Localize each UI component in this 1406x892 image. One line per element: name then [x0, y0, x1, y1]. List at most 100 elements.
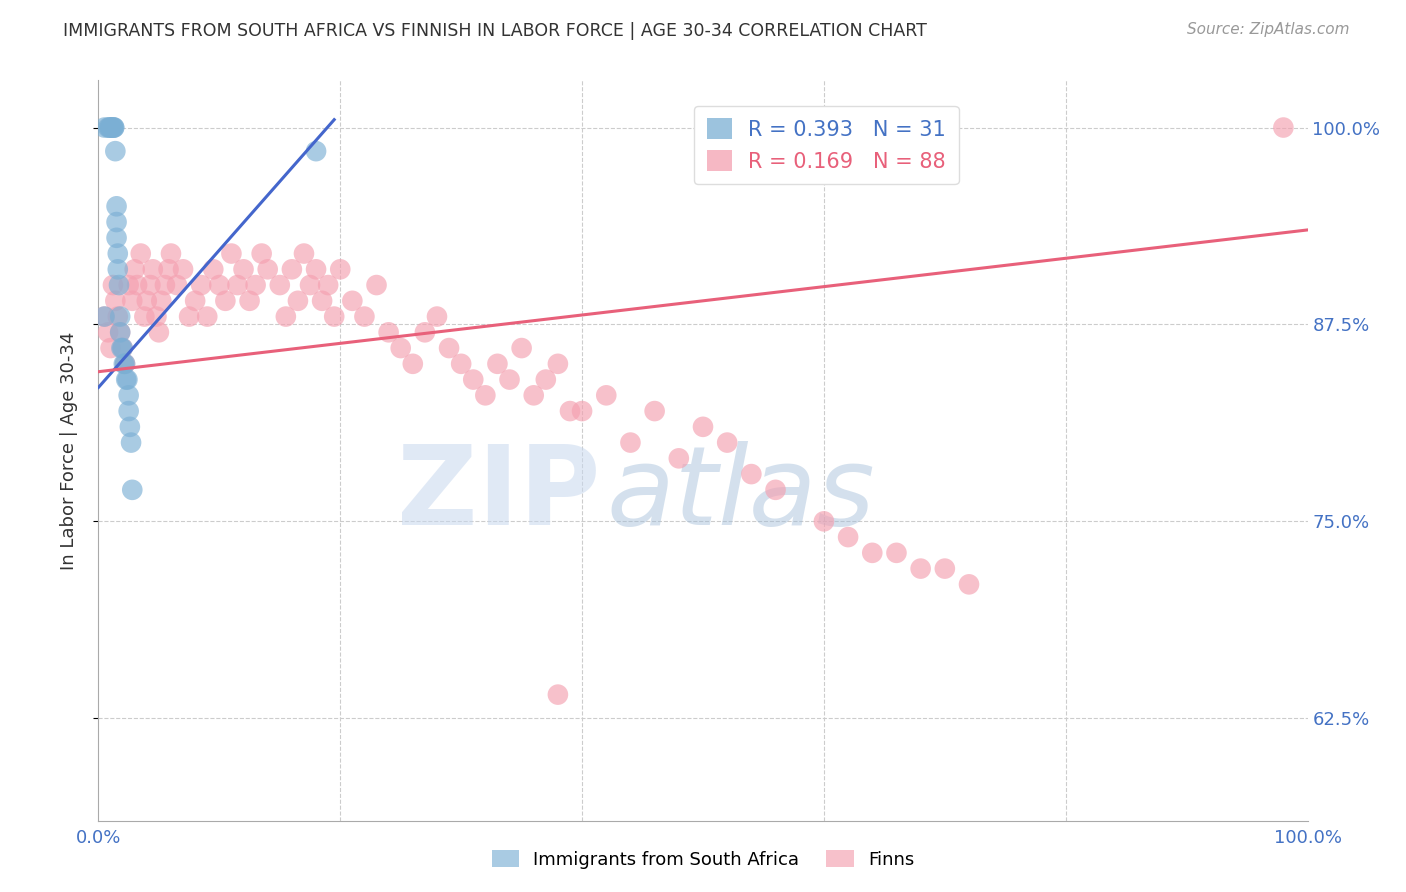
Point: [299, 278, 322, 293]
Point: [121, 293, 143, 308]
Point: [118, 278, 141, 293]
Point: [108, 326, 131, 340]
Point: [644, 404, 666, 418]
Point: [184, 293, 207, 308]
Point: [287, 293, 309, 308]
Point: [103, 120, 125, 135]
Point: [208, 278, 231, 293]
Point: [765, 483, 787, 497]
Point: [107, 246, 129, 260]
Point: [107, 262, 129, 277]
Point: [108, 326, 131, 340]
Point: [571, 404, 593, 418]
Point: [226, 278, 249, 293]
Point: [232, 262, 254, 277]
Point: [179, 310, 201, 324]
Point: [934, 561, 956, 575]
Point: [157, 262, 180, 277]
Point: [153, 278, 176, 293]
Point: [148, 326, 170, 340]
Point: [108, 278, 131, 293]
Legend: Immigrants from South Africa, Finns: Immigrants from South Africa, Finns: [485, 843, 921, 876]
Point: [202, 262, 225, 277]
Point: [127, 278, 149, 293]
Point: [97, 326, 120, 340]
Point: [111, 341, 134, 355]
Point: [426, 310, 449, 324]
Point: [377, 326, 399, 340]
Point: [97, 120, 120, 135]
Point: [93, 310, 115, 324]
Point: [668, 451, 690, 466]
Point: [250, 246, 273, 260]
Point: [595, 388, 617, 402]
Point: [534, 373, 557, 387]
Point: [100, 120, 122, 135]
Point: [281, 262, 304, 277]
Text: Source: ZipAtlas.com: Source: ZipAtlas.com: [1187, 22, 1350, 37]
Point: [118, 404, 141, 418]
Point: [195, 310, 218, 324]
Point: [305, 144, 328, 158]
Point: [353, 310, 375, 324]
Point: [101, 120, 124, 135]
Point: [134, 310, 156, 324]
Point: [135, 293, 157, 308]
Point: [103, 120, 125, 135]
Point: [120, 435, 142, 450]
Point: [110, 341, 132, 355]
Point: [105, 199, 128, 213]
Point: [463, 373, 485, 387]
Text: IMMIGRANTS FROM SOUTH AFRICA VS FINNISH IN LABOR FORCE | AGE 30-34 CORRELATION C: IMMIGRANTS FROM SOUTH AFRICA VS FINNISH …: [63, 22, 927, 40]
Point: [114, 357, 136, 371]
Point: [166, 278, 188, 293]
Point: [450, 357, 472, 371]
Point: [108, 310, 131, 324]
Point: [107, 310, 129, 324]
Point: [105, 215, 128, 229]
Point: [523, 388, 546, 402]
Point: [145, 310, 167, 324]
Point: [214, 293, 236, 308]
Point: [239, 293, 262, 308]
Legend: R = 0.393   N = 31, R = 0.169   N = 88: R = 0.393 N = 31, R = 0.169 N = 88: [695, 105, 959, 185]
Point: [886, 546, 908, 560]
Point: [860, 546, 883, 560]
Point: [486, 357, 509, 371]
Text: ZIP: ZIP: [396, 442, 600, 549]
Point: [118, 388, 141, 402]
Point: [323, 310, 346, 324]
Point: [274, 310, 297, 324]
Point: [316, 278, 339, 293]
Point: [245, 278, 267, 293]
Point: [547, 688, 569, 702]
Point: [269, 278, 291, 293]
Point: [93, 310, 115, 324]
Point: [498, 373, 520, 387]
Point: [402, 357, 425, 371]
Point: [547, 357, 569, 371]
Point: [837, 530, 859, 544]
Point: [619, 435, 641, 450]
Point: [305, 262, 328, 277]
Point: [957, 577, 980, 591]
Point: [101, 120, 124, 135]
Point: [413, 326, 436, 340]
Point: [172, 262, 194, 277]
Point: [221, 246, 243, 260]
Point: [111, 341, 134, 355]
Point: [716, 435, 738, 450]
Point: [100, 120, 122, 135]
Point: [98, 120, 121, 135]
Point: [510, 341, 533, 355]
Text: atlas: atlas: [606, 442, 875, 549]
Point: [118, 420, 141, 434]
Point: [142, 262, 165, 277]
Point: [558, 404, 581, 418]
Point: [129, 246, 152, 260]
Point: [692, 420, 714, 434]
Point: [100, 341, 122, 355]
Point: [256, 262, 278, 277]
Point: [114, 357, 136, 371]
Point: [366, 278, 388, 293]
